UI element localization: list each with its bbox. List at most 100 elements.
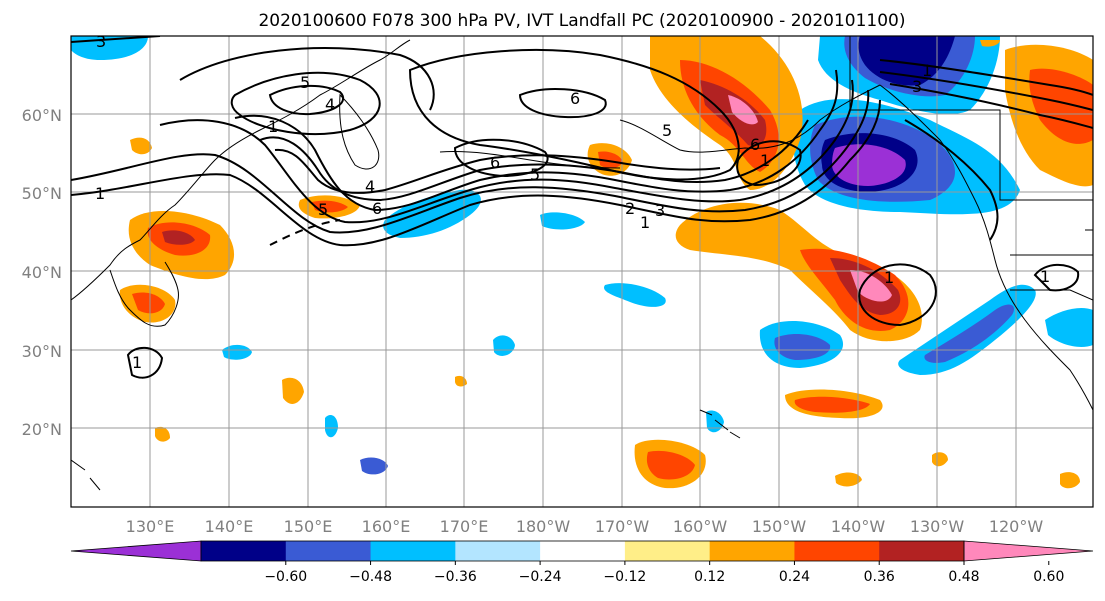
- colorbar-segment: [285, 541, 372, 561]
- lon-tick-label: 170°W: [595, 517, 650, 536]
- colorbar-segment: [455, 541, 541, 561]
- colorbar-segment: [201, 541, 287, 561]
- colorbar-segment: [370, 541, 456, 561]
- colorbar-extend-high: [963, 540, 1094, 562]
- negative-anomaly-small-5: [360, 457, 388, 475]
- pv-contour-jet-2: [71, 89, 870, 234]
- lon-tick-label: 150°W: [752, 517, 807, 536]
- pv-contour-jet-3: [159, 79, 854, 224]
- contour-labels: 3 5 4 1 6 6 5 4 6 5 1 2 3 1 1 6 5 1 3 1 …: [95, 32, 1050, 372]
- lon-tick-label: 160°W: [673, 517, 728, 536]
- contour-label: 5: [318, 200, 328, 219]
- contour-label: 6: [490, 153, 500, 172]
- pv-contour-upper-outer-2: [179, 47, 435, 111]
- lon-tick-label: 130°E: [126, 517, 175, 536]
- contour-label: 5: [300, 73, 310, 92]
- negative-anomaly-small-2: [604, 283, 666, 307]
- colorbar-tick-label: 0.60: [1033, 569, 1064, 585]
- colorbar-segment: [879, 541, 965, 561]
- canada-boundary: [849, 36, 1093, 201]
- contour-label: 1: [640, 213, 650, 232]
- pv-contour-jet-6: [274, 148, 721, 194]
- korea-japan-coast: [109, 261, 179, 327]
- pv-contour-upper-outer: [408, 49, 740, 181]
- negative-anomaly-small-1: [540, 212, 585, 230]
- lon-tick-label: 150°E: [284, 517, 333, 536]
- positive-anomaly-small-d: [932, 452, 948, 467]
- positive-anomaly-nw: [130, 137, 152, 155]
- pv-contour-gulf-3: [904, 119, 999, 241]
- lon-tick-label: 120°W: [989, 517, 1044, 536]
- positive-anomaly-hawaii-north-mid: [794, 396, 870, 413]
- colorbar-extend-low: [70, 540, 202, 562]
- colorbar-tick-label: −0.60: [264, 569, 307, 585]
- pv-contour-jet-1: [71, 99, 881, 247]
- positive-anomaly-south-mid: [646, 450, 695, 480]
- colorbar-tick-label: 0.24: [779, 569, 810, 585]
- map-frame: [70, 35, 1094, 508]
- contour-label: 1: [132, 353, 142, 372]
- contour-label: 1: [760, 151, 770, 170]
- colorbar-tick-label: −0.48: [349, 569, 392, 585]
- contour-label: 3: [96, 32, 106, 51]
- positive-anomaly-subtropical-core: [850, 270, 892, 302]
- lon-tick-label: 130°W: [910, 517, 965, 536]
- contour-label: 4: [365, 177, 375, 196]
- colorbar-segment: [540, 541, 626, 561]
- lat-tick-label: 40°N: [22, 263, 62, 282]
- latitude-tick-labels: 60°N 50°N 40°N 30°N 20°N: [22, 106, 62, 439]
- contour-label: 6: [750, 135, 760, 154]
- negative-anomaly-small-6: [706, 410, 724, 433]
- colorbar-tick-label: 0.12: [694, 569, 725, 585]
- colorbar-tick-label: −0.24: [519, 569, 562, 585]
- hawaii-islands: [699, 409, 741, 439]
- colorbar-tick-label: −0.12: [603, 569, 646, 585]
- positive-anomaly-japan-mid: [132, 292, 165, 314]
- pv-contour-center-north-loop: [518, 87, 607, 119]
- state-borders: [1010, 199, 1093, 301]
- contour-label: 1: [95, 184, 105, 203]
- colorbar-tick-label: 0.48: [948, 569, 979, 585]
- lat-tick-label: 30°N: [22, 342, 62, 361]
- longitude-tick-labels: 130°E 140°E 150°E 160°E 170°E 180°W 170°…: [126, 517, 1044, 536]
- lon-tick-label: 140°W: [831, 517, 886, 536]
- pv-contour-west-coast-loop: [1033, 263, 1080, 292]
- contour-label: 1: [268, 117, 278, 136]
- colorbar-segment: [794, 541, 880, 561]
- colorbar-segment: [709, 541, 795, 561]
- pv-contours: [71, 36, 1093, 379]
- negative-anomaly-north-pacific-band: [383, 189, 481, 238]
- contour-label: 6: [570, 89, 580, 108]
- kamchatka-coast: [339, 93, 380, 170]
- contour-label: 5: [530, 165, 540, 184]
- negative-anomaly-small-3: [493, 335, 515, 356]
- contour-label: 3: [912, 77, 922, 96]
- contour-label: 1: [922, 61, 932, 80]
- contour-label: 2: [625, 199, 635, 218]
- pv-contour-north-loop-1: [230, 71, 381, 136]
- colorbar-tick-label: 0.36: [864, 569, 895, 585]
- pv-contour-center-loop: [453, 138, 549, 178]
- negative-anomaly-small-7: [325, 415, 338, 438]
- positive-anomaly-small-f: [1060, 472, 1080, 489]
- colorbar: −0.60 −0.48 −0.36 −0.24 −0.12 0.12 0.24 0.36 0.4…: [70, 540, 1094, 585]
- lon-tick-label: 160°E: [362, 517, 411, 536]
- colorbar-segment: [624, 541, 711, 561]
- map-panel: 3 5 4 1 6 6 5 4 6 5 1 2 3 1 1 6 5 1 3 1 …: [71, 32, 1093, 507]
- contour-label: 4: [325, 95, 335, 114]
- lat-tick-label: 20°N: [22, 420, 62, 439]
- pv-contour-japan-loop: [126, 346, 164, 379]
- colorbar-tick-label: −0.36: [434, 569, 477, 585]
- positive-anomaly-small-b: [155, 426, 170, 442]
- pv-contour-gulf-loop: [736, 140, 802, 187]
- lat-tick-label: 50°N: [22, 184, 62, 203]
- pv-contour-ne-band: [879, 59, 1093, 96]
- positive-anomaly-japan-sea-dark: [162, 230, 195, 245]
- lon-tick-label: 180°W: [516, 517, 571, 536]
- pv-contour-ne-band-3: [889, 83, 1093, 129]
- negative-anomaly-hawaii-ne-mid: [774, 334, 831, 360]
- pv-contour-dashed: [269, 219, 341, 246]
- lon-tick-label: 170°E: [440, 517, 489, 536]
- positive-anomaly-small-e: [835, 472, 862, 487]
